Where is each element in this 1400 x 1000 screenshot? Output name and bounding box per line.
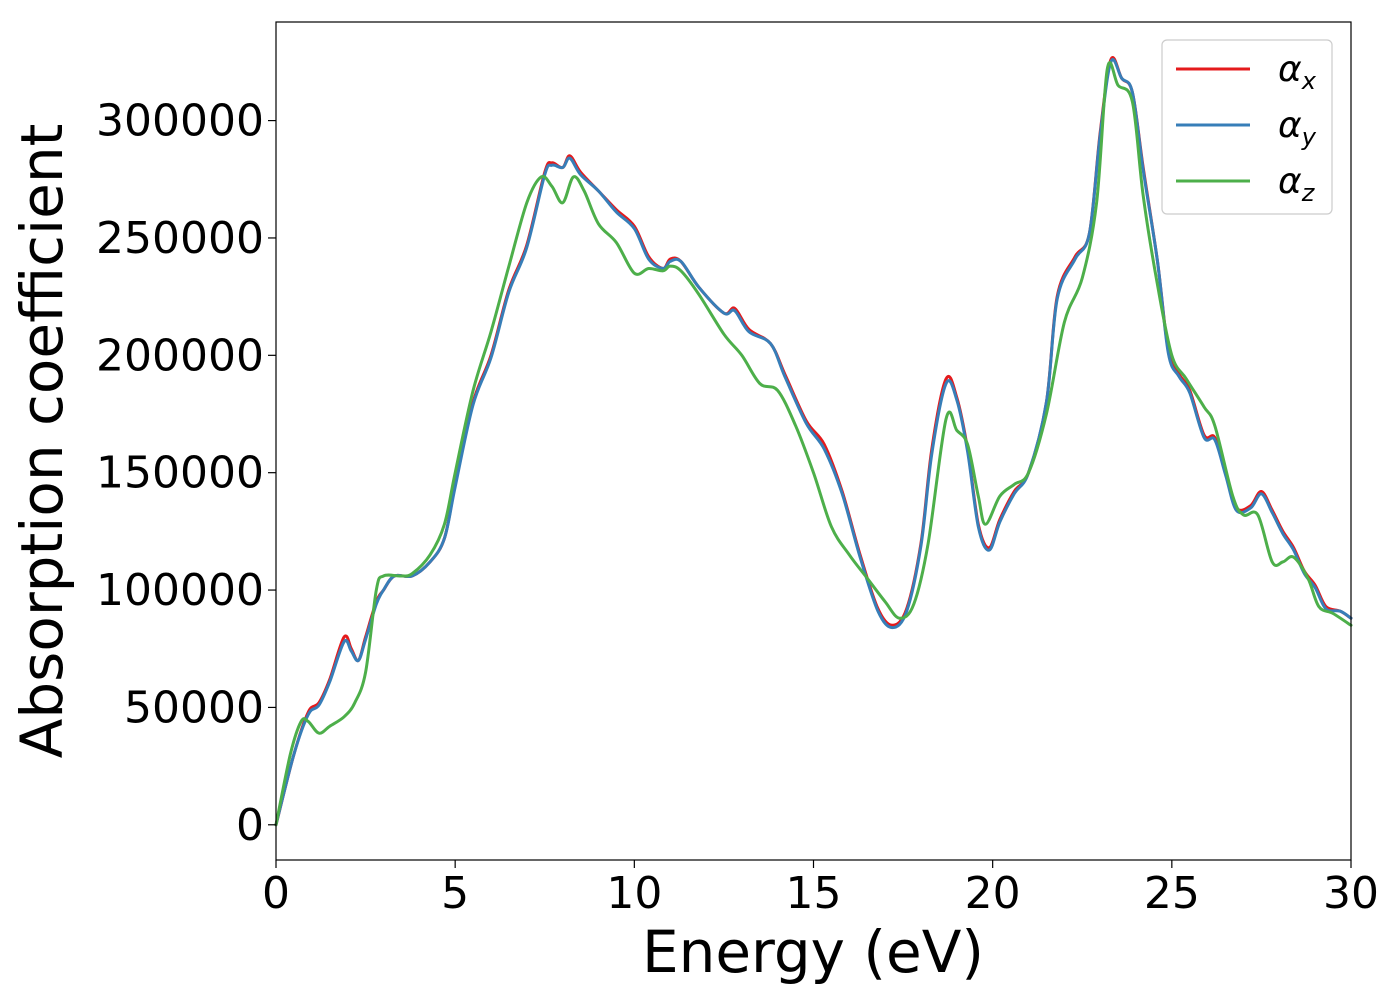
- x-tick-label: 0: [262, 868, 290, 919]
- y-tick-label: 300000: [96, 96, 264, 147]
- y-tick-label: 250000: [96, 213, 264, 264]
- series-group: [274, 56, 1353, 827]
- y-tick-label: 200000: [96, 330, 264, 381]
- x-tick-label: 30: [1323, 868, 1379, 919]
- x-axis-ticks: 0 5 10 15 20 25 30: [262, 860, 1379, 919]
- y-tick-label: 0: [236, 800, 264, 851]
- y-tick-label: 50000: [124, 682, 264, 733]
- x-tick-label: 25: [1144, 868, 1200, 919]
- y-axis-title: Absorption coefficient: [8, 124, 76, 759]
- x-tick-label: 5: [441, 868, 469, 919]
- x-tick-label: 20: [965, 868, 1021, 919]
- x-tick-label: 15: [786, 868, 842, 919]
- series-line-alpha-y: [274, 58, 1353, 827]
- series-line-alpha-z: [274, 60, 1353, 827]
- legend-box: [1161, 39, 1333, 215]
- x-tick-label: 10: [606, 868, 662, 919]
- y-tick-label: 150000: [96, 448, 264, 499]
- x-axis-title: Energy (eV): [642, 918, 984, 986]
- y-axis-ticks: 0 50000 100000 150000 200000 250000 300000: [96, 96, 276, 851]
- y-tick-label: 100000: [96, 565, 264, 616]
